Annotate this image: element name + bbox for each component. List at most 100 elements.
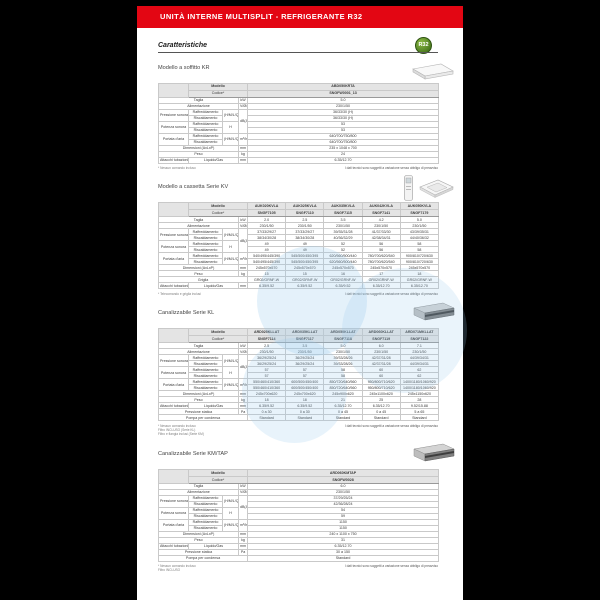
section-header: Modello a soffitto KR: [158, 62, 454, 83]
document-page: UNITÀ INTERNE MULTISPLIT - REFRIGERANTE …: [137, 6, 467, 600]
spec-value: Standard: [285, 414, 325, 422]
spec-row: Portata d'aria Raffreddamento (H/M/L/Q) m³/…: [158, 378, 439, 392]
row-mode: H: [222, 506, 239, 520]
footnote-line: * Telecomando e griglia inclusi: [158, 291, 201, 296]
table-footnotes: * Nessun comando incluso Filtro INCLUSO (…: [158, 424, 438, 437]
row-label: Attacchi tubazioni: [158, 156, 189, 164]
spec-value: Standard: [361, 414, 401, 422]
footnotes-left: * Telecomando e griglia inclusi: [158, 292, 201, 296]
row-mode: H: [222, 366, 239, 380]
page-content: Caratteristiche Modello a soffitto KR Mod…: [157, 42, 455, 584]
section-3: Canalizzabile Serie KL Modello ARD025KLLAT…: [157, 302, 455, 437]
spec-value: 6.35/9.52: [285, 282, 325, 290]
technical-data-note: I dati tecnici sono soggetti a variazion…: [344, 166, 438, 170]
model-label: Modello: [187, 468, 249, 477]
model-code: AUK025KVLA: [285, 202, 325, 211]
product-code: SNGF7118: [323, 335, 363, 344]
row-unit: m³/h: [237, 132, 249, 146]
header-corner-cell: [158, 468, 189, 484]
spec-row: Pompa per condensa Standard: [157, 554, 440, 562]
footnote-line: Filtro INCLUSO (Serie KL): [158, 427, 196, 432]
product-code: SNGF7110: [285, 209, 325, 218]
row-unit: m³/h: [237, 378, 249, 392]
model-code: AUK042KVLA: [361, 202, 401, 211]
code-header-row: Codice* SNGF7105 SNGF7110 SNGF7115 SNGF7141 S…: [159, 209, 439, 218]
row-unit: dB(A): [237, 228, 249, 254]
spec-row: Dimensioni (AxLxP) mm 245x700x620 245x700x6…: [158, 390, 439, 398]
model-code: ARD060KLLAT: [361, 328, 401, 337]
technical-data-note: I dati tecnici sono soggetti a variazion…: [344, 564, 438, 569]
product-code: SNGF7179: [399, 209, 439, 218]
model-code: ARD035KLLAT: [285, 328, 325, 337]
model-code: ARD071MKLLAT: [399, 328, 439, 337]
spec-table: Modello ABD050KRTA Codice* SNGFW0001_13 Tagl…: [158, 82, 440, 164]
header-corner-cell: [158, 202, 189, 218]
model-label: Modello: [187, 202, 249, 211]
section-title: Canalizzabile Serie KM/TAP: [158, 450, 228, 457]
spec-row: Peso kg 18 18 21 25 28: [158, 396, 439, 404]
row-label: Potenza sonora: [158, 240, 189, 254]
product-code: SNGFW0001_13: [247, 89, 440, 98]
row-label: Portata d'aria: [158, 252, 189, 266]
row-unit: m³/h: [237, 252, 249, 266]
spec-value: Standard: [247, 554, 440, 562]
row-unit: dB(A): [237, 354, 249, 380]
model-label: Modello: [187, 328, 249, 337]
spec-row: Riscaldamento 540/495/445/390 545/500/450/…: [159, 258, 439, 266]
code-header-row: Codice* SNGF7114 SNGF7117 SNGF7118 SNGF7119 S…: [159, 335, 439, 344]
technical-data-note: I dati tecnici sono soggetti a variazion…: [344, 423, 438, 428]
spec-value: 6.35/9.52: [323, 282, 363, 290]
spec-row: Attacchi tubazioni Liquido/Gas mm 6.35/9.52…: [158, 282, 439, 290]
code-header-row: Codice* SNGFW0001_13: [159, 89, 440, 98]
cassette-unit-image: [419, 179, 454, 199]
row-label: Pressione sonora: [158, 354, 189, 368]
model-code: ABD050KRTA: [247, 82, 440, 91]
spec-value: 6.35/12.70: [361, 282, 401, 290]
row-mode: (H/M/L/Q): [222, 228, 239, 242]
model-header-row: Modello ARD025KLLAT ARD035KLLAT ARD050KLLAT…: [158, 328, 439, 344]
row-unit: m³/h: [237, 518, 249, 532]
technical-data-note: I dati tecnici sono soggetti a variazion…: [344, 291, 438, 296]
product-code: SNGF7114: [247, 335, 287, 344]
product-code: SNGF7105: [247, 209, 287, 218]
row-label: Potenza sonora: [158, 506, 189, 520]
table-footnotes: * Nessun comando incluso I dati tecnici s…: [158, 166, 438, 170]
row-mode: (H/M/L/Q): [222, 132, 239, 146]
section-title: Canalizzabile Serie KL: [158, 310, 215, 317]
spec-value: Standard: [247, 414, 287, 422]
row-label: Pressione sonora: [158, 108, 189, 122]
section-4: Canalizzabile Serie KM/TAP Modello ARD060K…: [157, 443, 455, 573]
model-code: AUK020KVLA: [247, 202, 287, 211]
section-product-image: [404, 175, 456, 202]
ceiling-unit-image: [412, 63, 454, 80]
row-label: Portata d'aria: [158, 518, 189, 532]
product-code: SNGFW0028: [247, 475, 440, 484]
row-mode: (H/M/L/Q): [222, 354, 239, 368]
product-code: SNGF7115: [323, 209, 363, 218]
row-label: Pompa per condensa: [157, 554, 249, 562]
r32-badge-icon: R32: [415, 37, 432, 54]
code-header-row: Codice* SNGFW0028: [159, 475, 440, 484]
spec-value: 6.35/12.70: [247, 156, 440, 164]
page-title: Caratteristiche: [158, 42, 208, 49]
row-label: Portata d'aria: [158, 132, 189, 146]
spec-row: Attacchi tubazioni Liquido/Gas mm 6.35/12.7…: [158, 156, 440, 164]
row-label: Pressione sonora: [158, 228, 189, 242]
model-header-row: Modello AUK020KVLA AUK025KVLA AUK035KVLA AUK…: [158, 202, 439, 218]
spec-row: Peso kg 15 15 16 17 18: [158, 270, 439, 278]
row-mode: (H/M/L/Q): [222, 108, 239, 122]
code-label: Codice*: [187, 209, 249, 218]
spec-value: Standard: [399, 414, 439, 422]
section-header: Canalizzabile Serie KL: [158, 302, 455, 328]
spec-row: Pompa per condensa Standard Standard Standa…: [157, 414, 439, 422]
row-label: Potenza sonora: [158, 120, 189, 134]
product-code: SNGF7141: [361, 209, 401, 218]
row-label: Pompa per condensa: [157, 414, 249, 422]
heading-divider: [158, 51, 438, 53]
model-header-row: Modello ABD050KRTA: [158, 82, 440, 98]
row-mode: (H/M/L/Q): [222, 494, 239, 508]
row-label: Attacchi tubazioni: [158, 282, 189, 290]
section-header: Modello a cassetta Serie KV: [158, 175, 454, 202]
footnote-line: Filtro e flangia inclusi (Serie KM): [158, 432, 204, 437]
